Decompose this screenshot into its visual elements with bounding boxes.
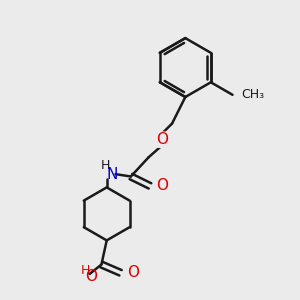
Text: O: O [157,178,169,194]
Text: N: N [106,167,118,182]
Text: CH₃: CH₃ [241,88,264,101]
Text: O: O [85,269,97,284]
Text: H: H [100,159,110,172]
Text: O: O [156,132,168,147]
Text: H: H [80,264,90,277]
Text: O: O [127,265,139,280]
